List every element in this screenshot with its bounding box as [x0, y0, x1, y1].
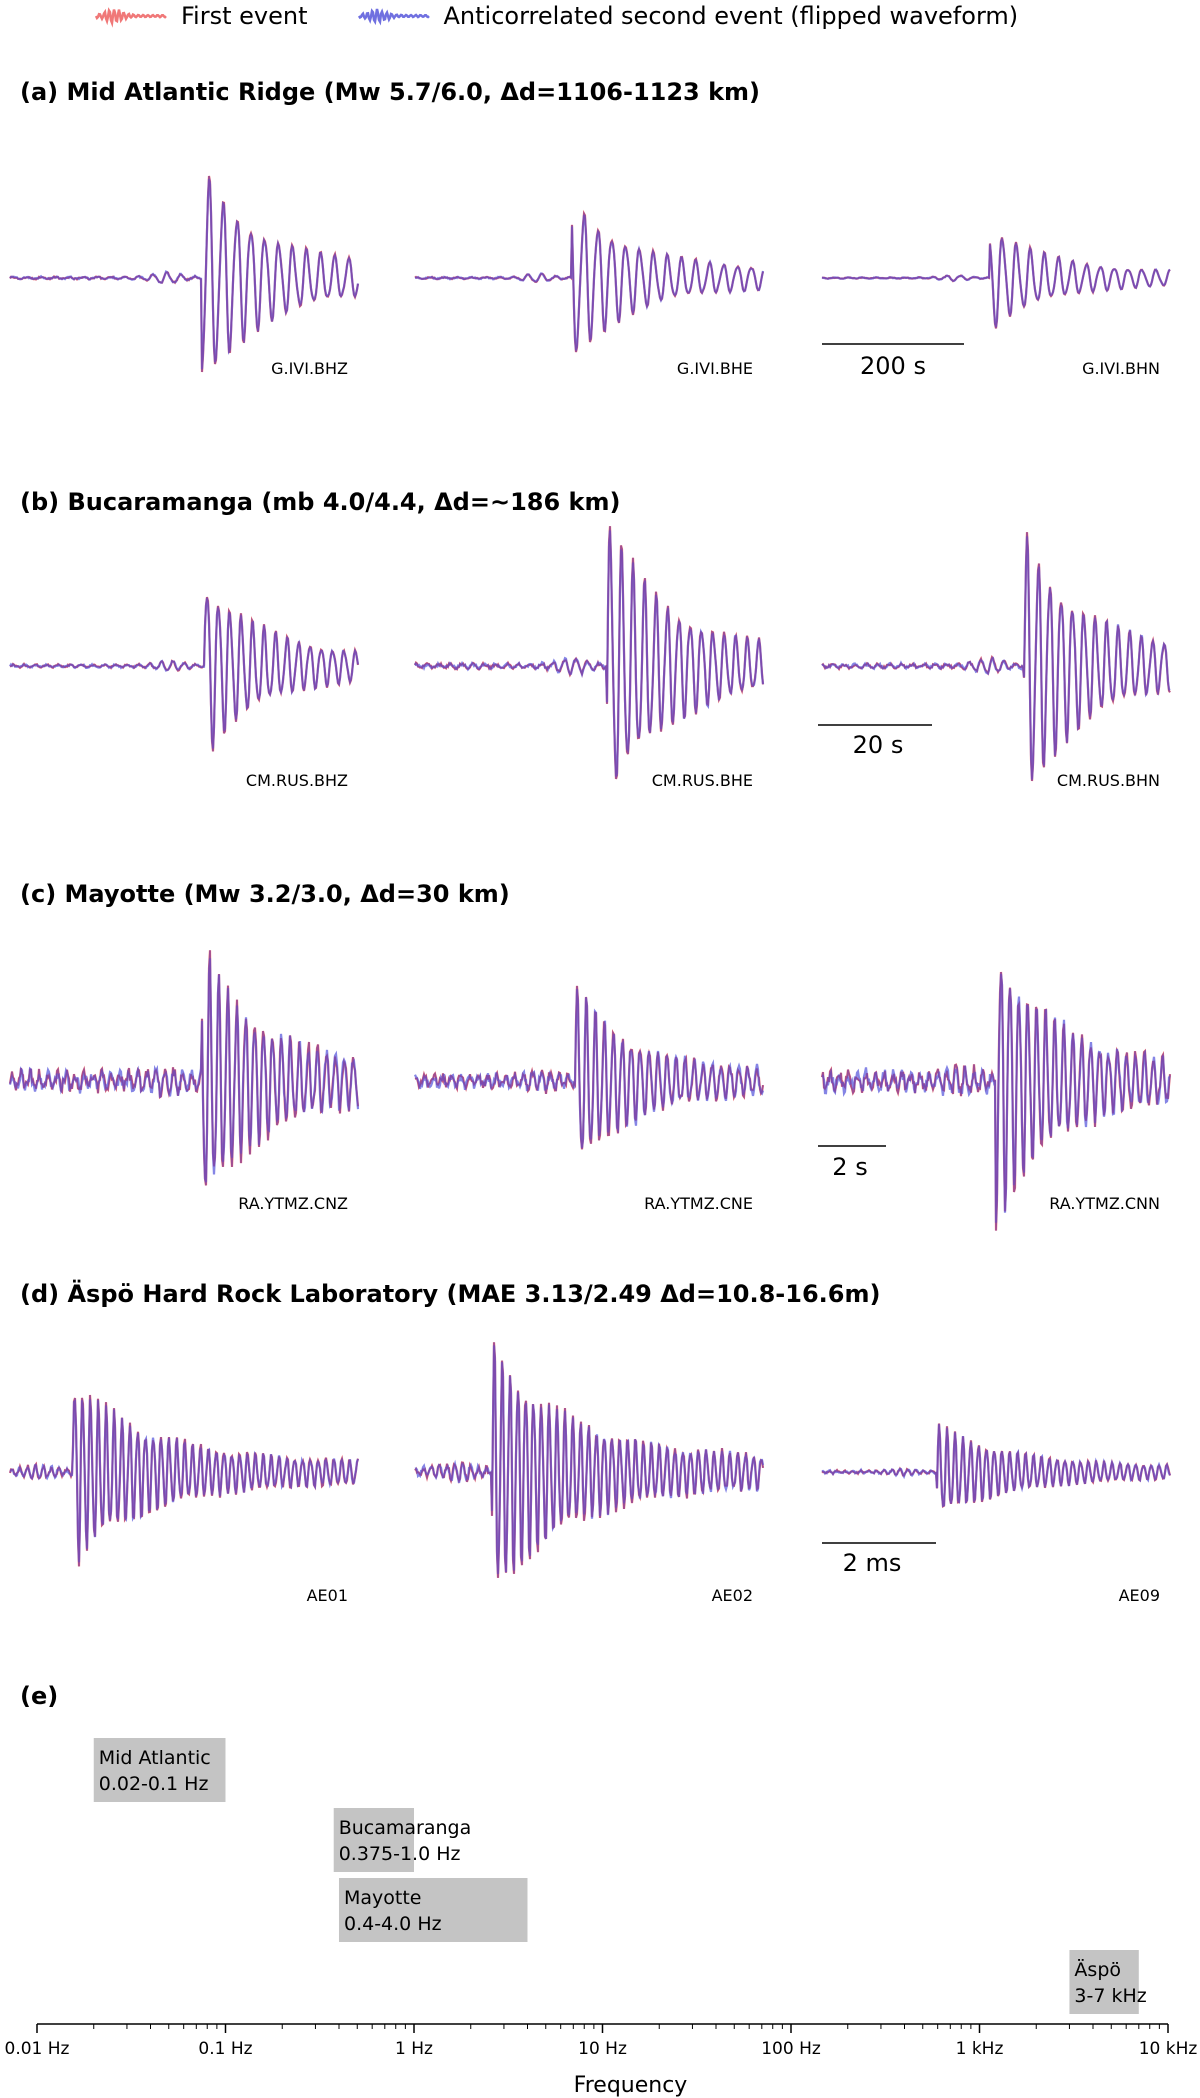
waveform-row-a: G.IVI.BHZ G.IVI.BHE G.IVI.BHN 200 s: [9, 175, 1171, 380]
x-axis-label: Frequency: [574, 2073, 688, 2098]
legend-swatch-second-event: [357, 8, 430, 26]
frequency-band-3: Äspö 3-7 kHz: [1069, 1950, 1147, 2014]
scale-bar-label: 2 s: [832, 1153, 867, 1181]
trace-overlap: [821, 1423, 1171, 1508]
waveform-row-c: RA.YTMZ.CNZ RA.YTMZ.CNE RA.YTMZ.CNN 2 s: [8, 950, 1172, 1231]
trace-overlap: [414, 1342, 764, 1578]
frequency-band-chart: Mid Atlantic 0.02-0.1 Hz Bucamaranga 0.375-…: [5, 1738, 1198, 2098]
waveform-row-d: AE01 AE02 AE09 2 ms: [8, 1342, 1172, 1605]
panel-title-e: (e): [20, 1682, 59, 1710]
station-label: AE01: [307, 1586, 348, 1605]
frequency-band-name: Äspö: [1074, 1958, 1121, 1981]
trace-second-event: [8, 958, 360, 1183]
frequency-band-0: Mid Atlantic 0.02-0.1 Hz: [93, 1738, 226, 1802]
station-label: G.IVI.BHN: [1082, 359, 1160, 378]
x-tick-label: 0.01 Hz: [5, 2039, 70, 2059]
x-tick-label: 1 Hz: [395, 2039, 433, 2059]
legend-label-second-event: Anticorrelated second event (flipped wav…: [443, 2, 1019, 30]
frequency-band-name: Bucamaranga: [339, 1817, 472, 1839]
station-label: RA.YTMZ.CNN: [1049, 1194, 1160, 1213]
x-tick-label: 100 Hz: [761, 2039, 821, 2059]
x-tick-label: 10 Hz: [578, 2039, 627, 2059]
frequency-band-name: Mid Atlantic: [99, 1747, 211, 1769]
x-tick-label: 10 kHz: [1139, 2039, 1198, 2059]
frequency-band-name: Mayotte: [344, 1887, 422, 1909]
station-label: CM.RUS.BHE: [652, 771, 753, 790]
trace-second-event: [414, 1345, 765, 1574]
legend-item-second-event: Anticorrelated second event (flipped wav…: [357, 2, 1019, 30]
trace-overlap: [821, 237, 1171, 329]
trace-overlap: [9, 1394, 359, 1567]
trace-overlap: [9, 175, 359, 373]
trace-overlap: [821, 532, 1171, 782]
panel-title-b: (b) Bucaramanga (mb 4.0/4.4, Δd=~186 km): [20, 488, 621, 516]
station-label: CM.RUS.BHN: [1057, 771, 1160, 790]
scale-bar-label: 20 s: [853, 731, 904, 759]
station-label: AE02: [712, 1586, 753, 1605]
frequency-band-2: Mayotte 0.4-4.0 Hz: [338, 1878, 528, 1942]
scale-bar-label: 2 ms: [843, 1549, 902, 1577]
frequency-band-range: 3-7 kHz: [1074, 1985, 1146, 2007]
frequency-band-bar: [93, 1738, 226, 1802]
trace-second-event: [821, 238, 1171, 328]
trace-overlap: [414, 985, 764, 1150]
station-label: G.IVI.BHZ: [271, 359, 348, 378]
frequency-band-bar: [333, 1808, 414, 1872]
trace-overlap: [414, 210, 764, 353]
legend: First event Anticorrelated second event …: [95, 0, 1068, 32]
station-label: AE09: [1119, 1586, 1160, 1605]
x-tick-label: 1 kHz: [956, 2039, 1004, 2059]
legend-item-first-event: First event: [95, 2, 308, 30]
scale-bar-label: 200 s: [860, 352, 926, 380]
station-label: RA.YTMZ.CNE: [644, 1194, 753, 1213]
frequency-band-1: Bucamaranga 0.375-1.0 Hz: [333, 1808, 472, 1872]
trace-overlap: [9, 950, 359, 1186]
x-tick-label: 0.1 Hz: [198, 2039, 252, 2059]
frequency-band-range: 0.375-1.0 Hz: [339, 1843, 461, 1865]
trace-overlap: [9, 596, 359, 752]
frequency-band-range: 0.02-0.1 Hz: [99, 1773, 209, 1795]
frequency-band-range: 0.4-4.0 Hz: [344, 1913, 442, 1935]
station-label: CM.RUS.BHZ: [246, 771, 348, 790]
legend-label-first-event: First event: [181, 2, 308, 30]
panel-title-d: (d) Äspö Hard Rock Laboratory (MAE 3.13/…: [20, 1280, 881, 1308]
station-label: G.IVI.BHE: [677, 359, 753, 378]
trace-first-event: [821, 237, 1171, 329]
waveform-row-b: CM.RUS.BHZ CM.RUS.BHE CM.RUS.BHN 20 s: [9, 526, 1171, 790]
trace-second-event: [9, 178, 360, 370]
trace-overlap: [414, 526, 764, 780]
trace-first-event: [414, 1342, 765, 1578]
legend-swatch-first-event: [95, 7, 167, 28]
frequency-band-bar: [338, 1878, 528, 1942]
panel-title-c: (c) Mayotte (Mw 3.2/3.0, Δd=30 km): [20, 880, 510, 908]
panel-title-a: (a) Mid Atlantic Ridge (Mw 5.7/6.0, Δd=1…: [20, 78, 761, 106]
station-label: RA.YTMZ.CNZ: [238, 1194, 348, 1213]
trace-overlap: [821, 971, 1171, 1231]
trace-first-event: [9, 175, 360, 373]
frequency-band-bar: [1069, 1950, 1139, 2014]
